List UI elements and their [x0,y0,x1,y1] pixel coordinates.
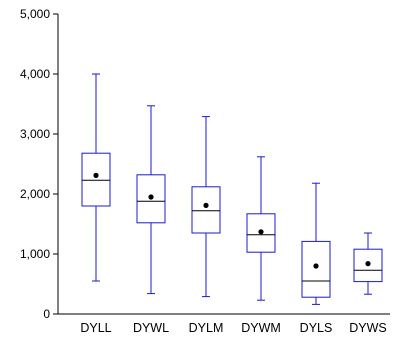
x-tick-label: DYWL [133,321,169,335]
y-tick-label: 4,000 [20,67,50,81]
iqr-box [246,213,276,253]
box-dyls [301,182,331,305]
y-tick-label: 2,000 [20,187,50,201]
axis-labels: 0 1,000 2,000 3,000 4,000 5,000 DYLL DYWL DYLM DY… [20,7,387,335]
x-tick-label: DYLS [300,321,333,335]
iqr-box [136,174,166,224]
mean-point [365,261,371,267]
iqr-box [191,186,221,234]
box-dywl [136,105,166,295]
mean-point [203,202,209,208]
y-tick-label: 5,000 [20,7,50,21]
y-tick-label: 3,000 [20,127,50,141]
iqr-box [353,248,383,283]
y-tick-label: 1,000 [20,247,50,261]
mean-point [258,229,264,235]
box-dyws [353,232,383,295]
box-dyll [81,73,111,282]
y-tick-label: 0 [43,307,50,321]
mean-point [148,194,154,200]
iqr-box [81,152,111,207]
x-tick-label: DYWM [241,321,281,335]
x-tick-label: DYLL [80,321,111,335]
axes [53,13,390,315]
mean-point [313,263,319,269]
mean-point [93,172,99,178]
x-tick-label: DYLM [189,321,224,335]
x-tick-label: DYWS [349,321,387,335]
box-dywm [246,156,276,301]
iqr-box [301,240,331,298]
box-series [81,73,383,305]
box-dylm [191,116,221,298]
